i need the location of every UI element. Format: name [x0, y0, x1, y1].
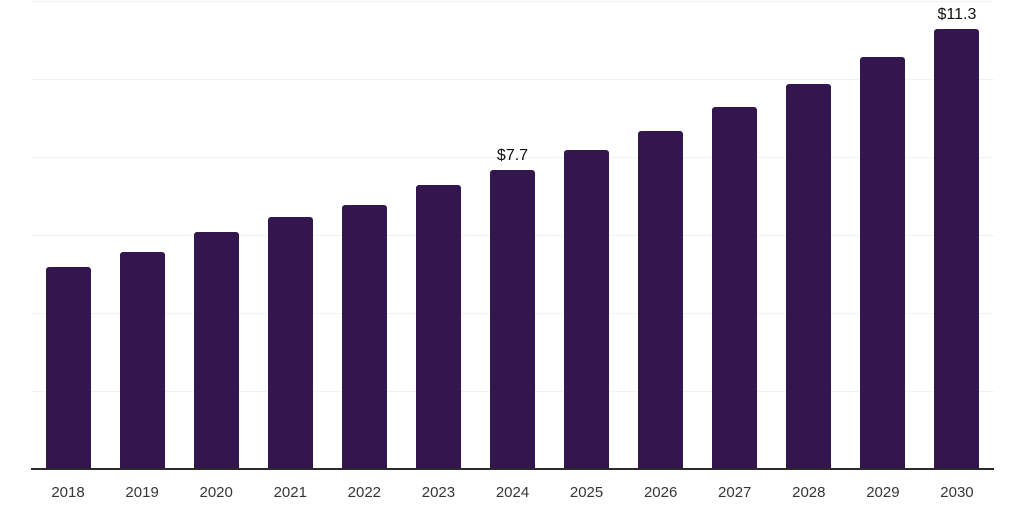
x-tick-2027: 2027 [718, 484, 752, 501]
x-tick-2019: 2019 [125, 484, 159, 501]
bar-2030 [934, 29, 980, 470]
gridline-y-12 [31, 1, 994, 2]
x-tick-2029: 2029 [866, 484, 900, 501]
x-tick-2020: 2020 [199, 484, 233, 501]
x-tick-2030: 2030 [940, 484, 974, 501]
x-tick-2023: 2023 [421, 484, 456, 501]
x-tick-2021: 2021 [273, 484, 307, 501]
data-label-2024: $7.7 [496, 146, 529, 164]
bar-2022 [341, 204, 387, 470]
gridline-y-10 [31, 79, 994, 80]
x-tick-2022: 2022 [347, 484, 382, 501]
bar-2023 [415, 185, 461, 470]
bar-2029 [860, 56, 906, 470]
x-tick-2025: 2025 [569, 484, 604, 501]
x-tick-2026: 2026 [643, 484, 678, 501]
data-label-2030: $11.3 [937, 6, 977, 24]
bar-2020 [193, 232, 239, 470]
x-axis-line [31, 468, 994, 470]
bar-2028 [786, 83, 832, 470]
bar-2019 [119, 251, 165, 470]
x-tick-2024: 2024 [495, 484, 530, 501]
bar-2024 [490, 169, 535, 470]
x-tick-2028: 2028 [792, 484, 826, 501]
bar-2026 [638, 130, 684, 470]
bar-2025 [564, 150, 610, 470]
bar-2021 [267, 216, 313, 470]
bar-2018 [45, 267, 91, 470]
bar-2027 [712, 107, 758, 470]
x-tick-2018: 2018 [51, 484, 85, 501]
